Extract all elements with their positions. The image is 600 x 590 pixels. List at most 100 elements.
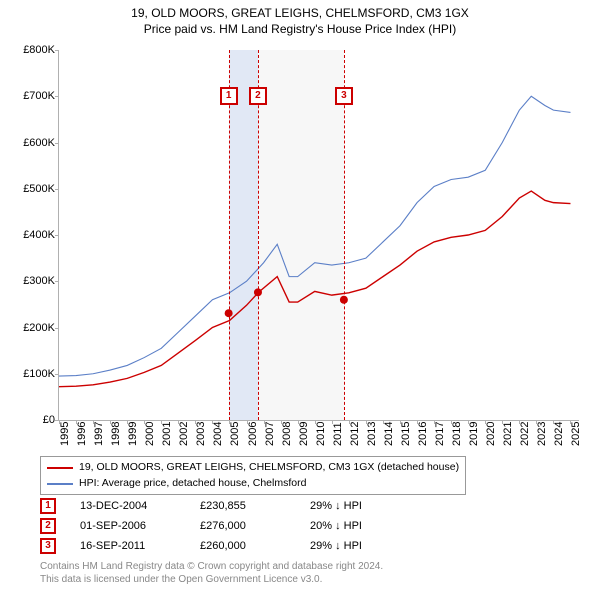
- x-tick-label: 2010: [315, 422, 327, 446]
- x-tick-label: 2000: [144, 422, 156, 446]
- sale-marker-box: 1: [220, 87, 238, 105]
- x-tick-label: 2017: [434, 422, 446, 446]
- title-line1: 19, OLD MOORS, GREAT LEIGHS, CHELMSFORD,…: [0, 6, 600, 22]
- series-hpi: [59, 96, 570, 376]
- x-tick-label: 2023: [536, 422, 548, 446]
- title-line2: Price paid vs. HM Land Registry's House …: [0, 22, 600, 38]
- x-tick: [229, 420, 230, 424]
- x-tick: [264, 420, 265, 424]
- x-tick-label: 2021: [502, 422, 514, 446]
- sale-row: 201-SEP-2006£276,00020% ↓ HPI: [40, 516, 410, 536]
- x-tick-label: 2007: [264, 422, 276, 446]
- x-tick-label: 1999: [127, 422, 139, 446]
- sale-table: 1 13-DEC-2004£230,85529% ↓ HPI 2 01-SEP-200…: [40, 496, 410, 556]
- legend-label: 19, OLD MOORS, GREAT LEIGHS, CHELMSFORD,…: [79, 460, 459, 476]
- y-tick: [55, 189, 59, 190]
- x-tick-label: 2020: [485, 422, 497, 446]
- sale-date: 13-DEC-2004: [80, 500, 200, 512]
- x-tick-label: 2022: [519, 422, 531, 446]
- sale-date: 01-SEP-2006: [80, 520, 200, 532]
- x-tick-label: 2008: [281, 422, 293, 446]
- chart-container: 19, OLD MOORS, GREAT LEIGHS, CHELMSFORD,…: [0, 0, 600, 590]
- x-tick-label: 2013: [366, 422, 378, 446]
- sale-diff: 20% ↓ HPI: [310, 520, 410, 532]
- x-tick: [178, 420, 179, 424]
- y-tick: [55, 143, 59, 144]
- sale-marker-box: 1: [40, 498, 56, 514]
- x-tick: [468, 420, 469, 424]
- x-tick: [212, 420, 213, 424]
- chart-area: £0£100K£200K£300K£400K£500K£600K£700K£80…: [58, 50, 579, 421]
- x-tick-label: 2016: [417, 422, 429, 446]
- plot-svg: [59, 50, 579, 420]
- x-tick-label: 2001: [161, 422, 173, 446]
- x-tick: [570, 420, 571, 424]
- x-tick: [247, 420, 248, 424]
- x-tick: [536, 420, 537, 424]
- x-tick: [332, 420, 333, 424]
- sale-marker-box: 2: [40, 518, 56, 534]
- legend-row: HPI: Average price, detached house, Chel…: [47, 476, 459, 492]
- x-tick-label: 1995: [59, 422, 71, 446]
- y-tick-label: £0: [13, 414, 55, 426]
- sale-row: 316-SEP-2011£260,00029% ↓ HPI: [40, 536, 410, 556]
- sale-marker-box: 2: [249, 87, 267, 105]
- y-tick-label: £700K: [13, 90, 55, 102]
- x-tick-label: 2015: [400, 422, 412, 446]
- y-tick-label: £800K: [13, 44, 55, 56]
- x-tick: [144, 420, 145, 424]
- sale-diff: 29% ↓ HPI: [310, 500, 410, 512]
- footer: Contains HM Land Registry data © Crown c…: [40, 561, 383, 586]
- x-tick-label: 2005: [229, 422, 241, 446]
- y-tick: [55, 96, 59, 97]
- sale-price: £260,000: [200, 540, 310, 552]
- y-tick-label: £600K: [13, 137, 55, 149]
- x-tick: [366, 420, 367, 424]
- x-tick: [400, 420, 401, 424]
- x-tick: [434, 420, 435, 424]
- x-tick-label: 2019: [468, 422, 480, 446]
- x-tick: [451, 420, 452, 424]
- x-tick: [298, 420, 299, 424]
- x-tick-label: 1996: [76, 422, 88, 446]
- x-tick: [59, 420, 60, 424]
- y-tick: [55, 328, 59, 329]
- x-tick-label: 2009: [298, 422, 310, 446]
- x-tick: [519, 420, 520, 424]
- y-tick-label: £100K: [13, 368, 55, 380]
- sale-vline: [229, 50, 230, 420]
- x-tick-label: 2012: [349, 422, 361, 446]
- y-tick: [55, 235, 59, 236]
- x-tick-label: 2004: [212, 422, 224, 446]
- x-tick: [383, 420, 384, 424]
- sale-marker-box: 3: [40, 538, 56, 554]
- x-tick-label: 2002: [178, 422, 190, 446]
- x-tick: [315, 420, 316, 424]
- x-tick: [349, 420, 350, 424]
- legend: 19, OLD MOORS, GREAT LEIGHS, CHELMSFORD,…: [40, 456, 466, 495]
- x-tick-label: 2011: [332, 422, 344, 446]
- y-tick-label: £200K: [13, 322, 55, 334]
- y-tick: [55, 374, 59, 375]
- x-tick-label: 1997: [93, 422, 105, 446]
- x-tick: [76, 420, 77, 424]
- legend-swatch: [47, 483, 73, 485]
- legend-label: HPI: Average price, detached house, Chel…: [79, 476, 306, 492]
- legend-swatch: [47, 467, 73, 469]
- legend-row: 19, OLD MOORS, GREAT LEIGHS, CHELMSFORD,…: [47, 460, 459, 476]
- sale-date: 16-SEP-2011: [80, 540, 200, 552]
- title-block: 19, OLD MOORS, GREAT LEIGHS, CHELMSFORD,…: [0, 0, 600, 37]
- x-tick-label: 2025: [570, 422, 582, 446]
- x-tick: [195, 420, 196, 424]
- sale-price: £230,855: [200, 500, 310, 512]
- y-tick-label: £400K: [13, 229, 55, 241]
- x-tick-label: 2014: [383, 422, 395, 446]
- sale-marker-box: 3: [335, 87, 353, 105]
- y-tick: [55, 50, 59, 51]
- x-tick-label: 2003: [195, 422, 207, 446]
- sale-vline: [258, 50, 259, 420]
- x-tick: [127, 420, 128, 424]
- sale-row: 1 13-DEC-2004£230,85529% ↓ HPI: [40, 496, 410, 516]
- x-tick-label: 2006: [247, 422, 259, 446]
- sale-vline: [344, 50, 345, 420]
